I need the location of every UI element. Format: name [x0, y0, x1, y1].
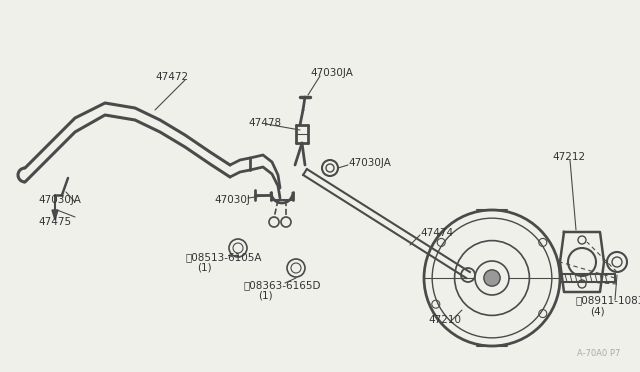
Text: 47475: 47475	[38, 217, 71, 227]
Text: (4): (4)	[590, 306, 605, 316]
Text: 47210: 47210	[428, 315, 461, 325]
Text: 47030JA: 47030JA	[348, 158, 391, 168]
Text: 47472: 47472	[155, 72, 188, 82]
Text: 47478: 47478	[248, 118, 281, 128]
Text: 47474: 47474	[420, 228, 453, 238]
Text: 47030J: 47030J	[214, 195, 250, 205]
Circle shape	[475, 261, 509, 295]
Text: Ⓜ08513-6105A: Ⓜ08513-6105A	[185, 252, 262, 262]
Polygon shape	[52, 210, 58, 220]
Text: A-70A0 P7: A-70A0 P7	[577, 349, 620, 358]
Text: (1): (1)	[258, 291, 273, 301]
Text: Ⓜ08363-6165D: Ⓜ08363-6165D	[243, 280, 321, 290]
Text: ⓝ08911-10837: ⓝ08911-10837	[575, 295, 640, 305]
Text: 47030JA: 47030JA	[310, 68, 353, 78]
Circle shape	[484, 270, 500, 286]
Text: 47212: 47212	[552, 152, 585, 162]
Text: (1): (1)	[197, 263, 212, 273]
Text: 47030JA: 47030JA	[38, 195, 81, 205]
